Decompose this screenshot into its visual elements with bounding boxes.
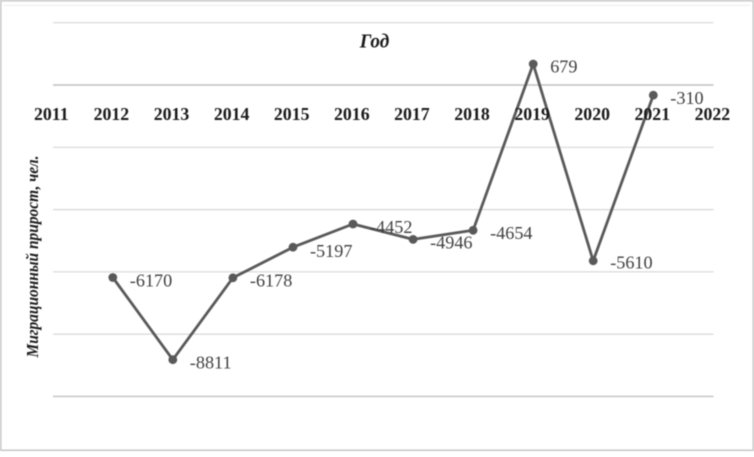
svg-text:Миграционный прирост, чел.: Миграционный прирост, чел.: [23, 156, 42, 359]
svg-text:Год: Год: [359, 30, 389, 52]
svg-text:2013: 2013: [154, 104, 190, 124]
svg-text:-4654: -4654: [490, 223, 532, 243]
svg-text:2018: 2018: [454, 104, 490, 124]
svg-text:2016: 2016: [334, 104, 370, 124]
svg-text:2021: 2021: [635, 104, 671, 124]
svg-text:2017: 2017: [394, 104, 430, 124]
svg-text:2015: 2015: [274, 104, 310, 124]
svg-text:-8811: -8811: [190, 353, 232, 373]
svg-text:2014: 2014: [214, 104, 250, 124]
svg-text:2012: 2012: [94, 104, 130, 124]
svg-text:-6170: -6170: [130, 270, 172, 290]
svg-text:-310: -310: [670, 88, 703, 108]
svg-text:679: 679: [550, 57, 577, 77]
svg-text:-5610: -5610: [610, 253, 652, 273]
svg-text:-5197: -5197: [310, 241, 352, 261]
svg-text:2011: 2011: [34, 104, 69, 124]
svg-text:2019: 2019: [514, 104, 550, 124]
svg-text:2020: 2020: [574, 104, 610, 124]
svg-text:-4946: -4946: [430, 232, 472, 252]
svg-text:-4452: -4452: [370, 217, 412, 237]
svg-text:-6178: -6178: [250, 271, 292, 291]
svg-text:2022: 2022: [695, 104, 731, 124]
